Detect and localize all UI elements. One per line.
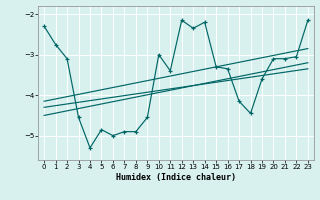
X-axis label: Humidex (Indice chaleur): Humidex (Indice chaleur) xyxy=(116,173,236,182)
